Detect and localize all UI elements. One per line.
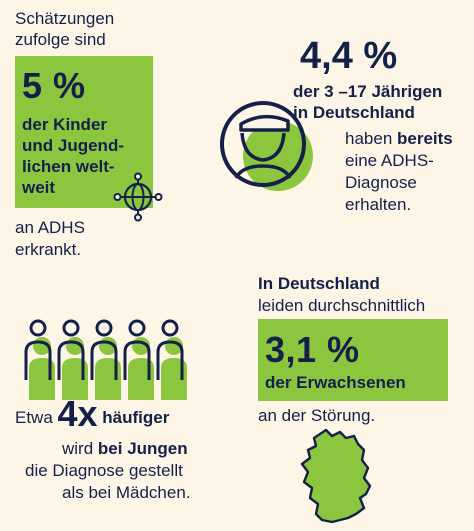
stat-4-4-line-1: der 3 –17 Jährigen [293, 82, 443, 101]
stat-4-4-line-5: Diagnose [345, 173, 417, 192]
person-with-cap-icon [208, 90, 358, 198]
stat-5-line-3: lichen welt- [22, 157, 115, 176]
germany-map-icon [292, 428, 378, 526]
stat-4x-line-2: wird bei Jungen [62, 439, 188, 458]
stat-4-4-line-6: erhalten. [345, 195, 412, 214]
stat-3-1-line-1: der Erwachsenen [265, 373, 406, 392]
stat-4-4-line-4: eine ADHS- [345, 151, 434, 170]
stat-box-5-percent [15, 56, 153, 208]
intro-line-2: zufolge sind [15, 30, 106, 49]
stat-4x-line-4: als bei Mädchen. [62, 483, 191, 502]
globe-network-icon [113, 172, 163, 222]
stat-5-percent: 5 % [22, 65, 86, 106]
stat-box-3-1-percent [258, 319, 448, 401]
stat-3-1-line-2: an der Störung. [258, 406, 376, 425]
stat-4-4-percent: 4,4 % [300, 35, 398, 77]
intro-line-1: Schätzungen [15, 9, 115, 28]
stat-4x-line-3: die Diagnose gestellt [25, 461, 183, 480]
outro-line-2: erkrankt. [15, 240, 82, 259]
stat-3-1-intro-line-2: leiden durchschnittlich [258, 296, 426, 315]
stat-5-line-4: weit [22, 178, 56, 197]
stat-5-line-2: und Jugend- [22, 136, 124, 155]
stat-4-4-line-3: haben bereits [345, 129, 453, 148]
outro-line-1: an ADHS [15, 218, 85, 237]
stat-4-4-line-2: in Deutschland [293, 103, 415, 122]
group-of-people-icon [22, 318, 200, 400]
stat-3-1-intro-line-1: In Deutschland [258, 274, 380, 293]
stat-3-1-percent: 3,1 % [265, 329, 360, 370]
stat-5-line-1: der Kinder [22, 115, 108, 134]
stat-4x: 4x [57, 393, 98, 434]
stat-4x-line-1: Etwa 4x häufiger [15, 393, 170, 434]
